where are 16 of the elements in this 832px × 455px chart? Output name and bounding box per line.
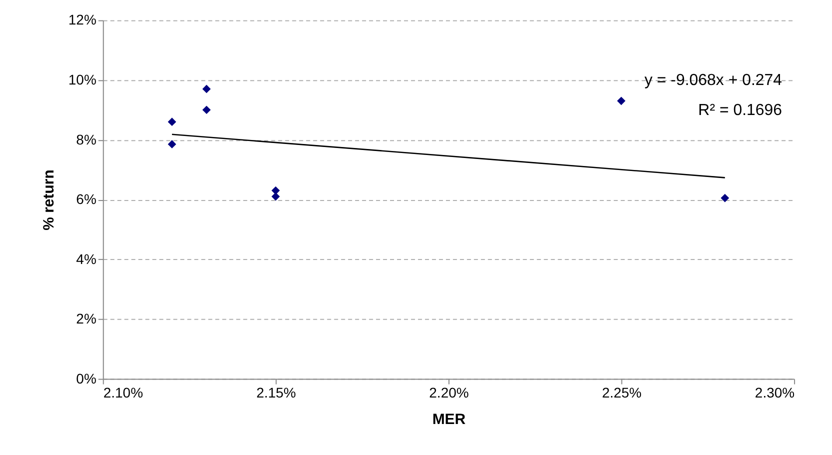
y-axis-title: % return (40, 170, 58, 230)
x-tick-label: 2.15% (256, 384, 296, 400)
annotation: y = -9.068x + 0.274 (644, 72, 782, 90)
y-tick-label: 10% (68, 71, 96, 88)
y-tick-label: 4% (76, 250, 96, 267)
y-tick-label: 12% (68, 12, 96, 28)
y-tick-label: 0% (76, 370, 96, 386)
x-tick-label: 2.20% (429, 384, 469, 400)
annotation: R² = 0.1696 (698, 102, 782, 120)
y-tick-label: 6% (76, 191, 96, 208)
y-tick-label: 2% (76, 310, 96, 327)
y-tick-label: 8% (76, 131, 96, 148)
x-tick-label: 2.10% (103, 384, 143, 400)
x-tick-label: 2.30% (754, 384, 795, 400)
x-tick-label: 2.25% (602, 384, 642, 400)
x-axis-title: MER (432, 411, 466, 428)
